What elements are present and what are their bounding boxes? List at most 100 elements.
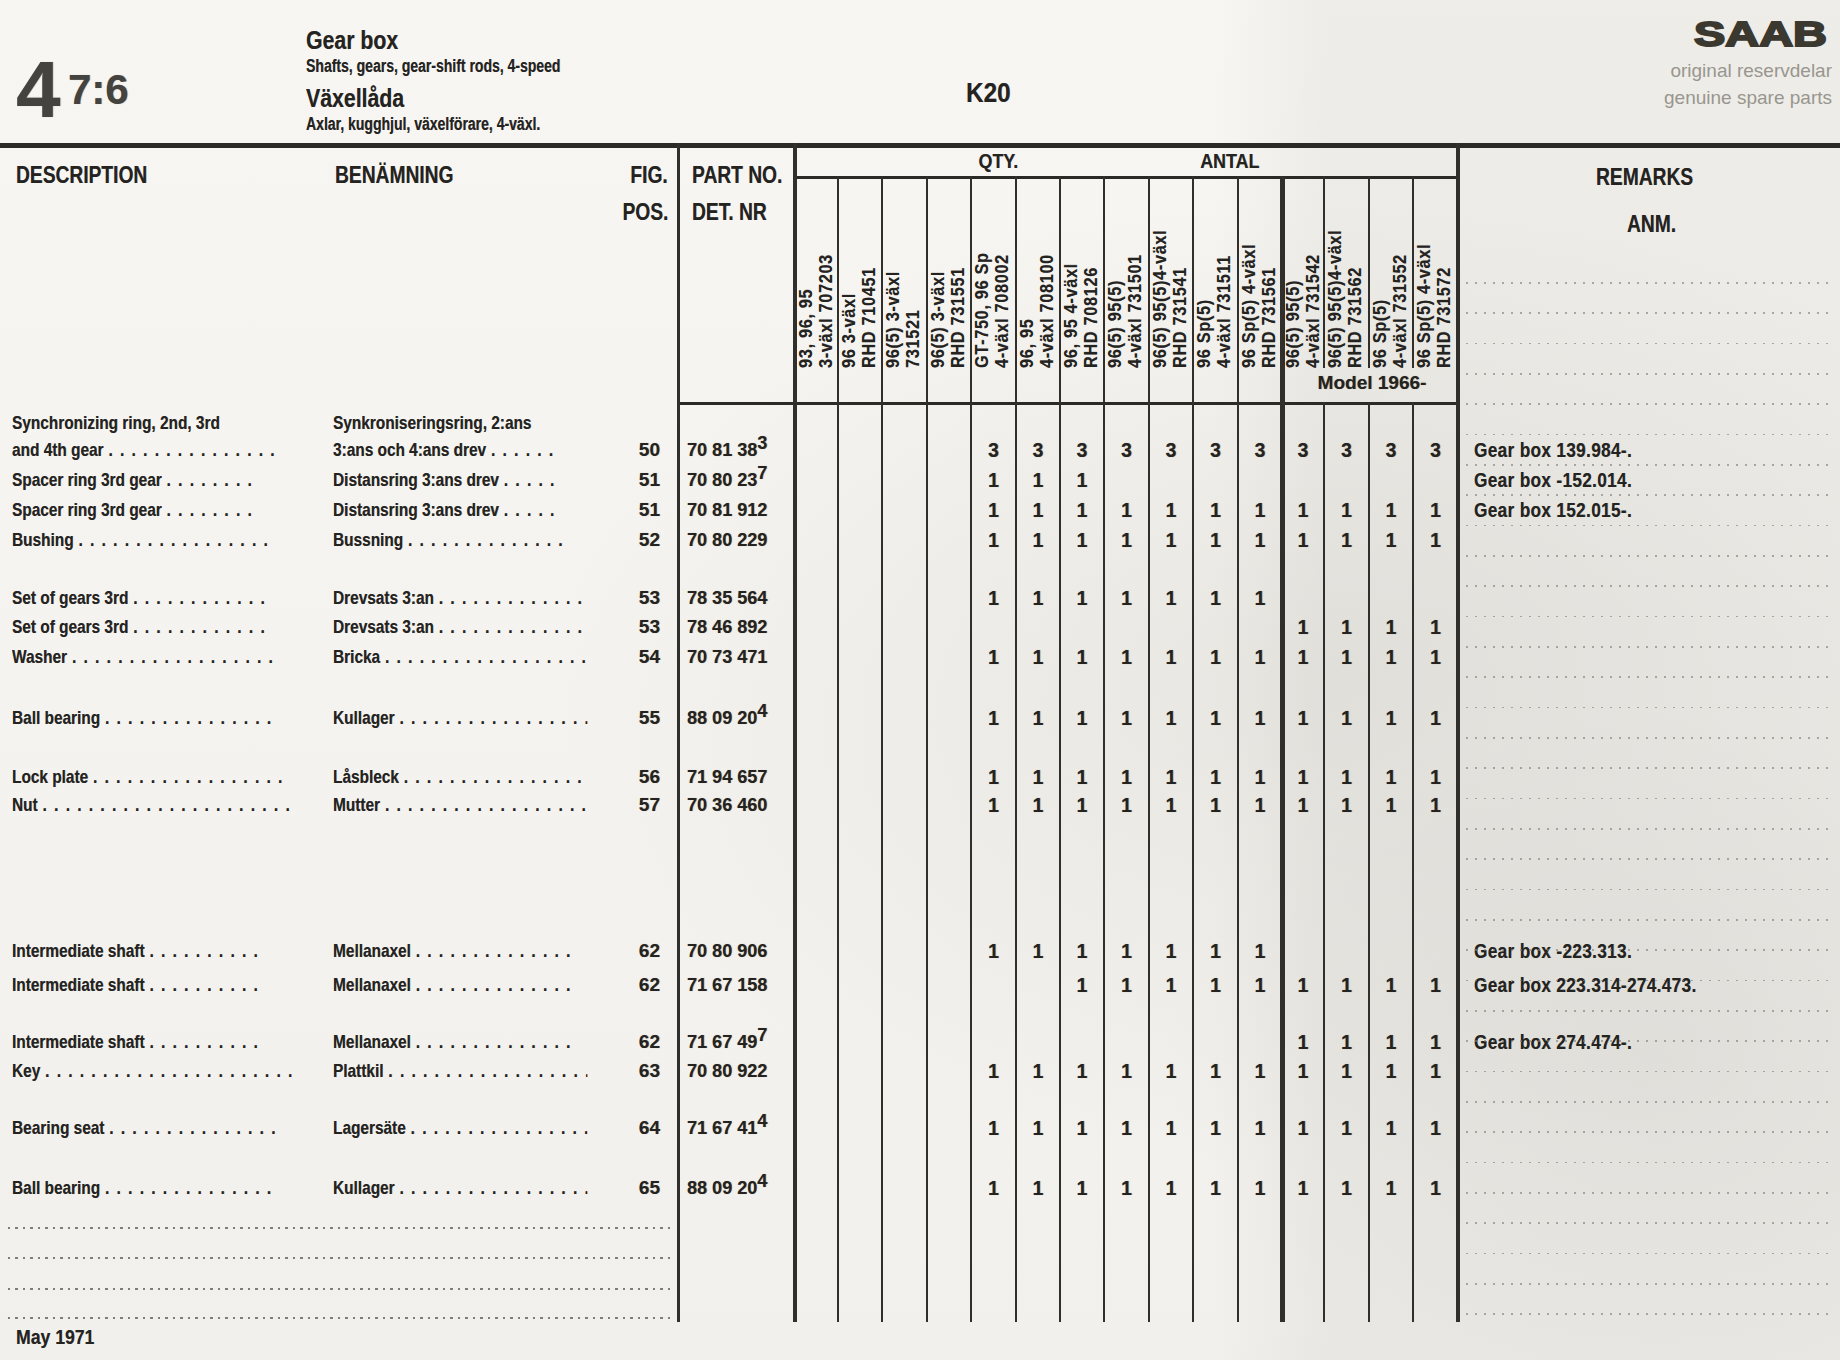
qty-cell: 1: [1421, 707, 1451, 729]
qty-cell: 1: [979, 766, 1009, 788]
qty-cell: 1: [1156, 587, 1186, 609]
brand-tagline-sv: original reservdelar: [1670, 60, 1832, 82]
qty-cell: 1: [1201, 974, 1231, 996]
remarks-rule: [1466, 1222, 1834, 1224]
qty-cell: 1: [1023, 940, 1053, 962]
column-header-benamning: BENÄMNING: [335, 161, 453, 189]
qty-cell: 1: [1421, 1031, 1451, 1053]
remarks-rule: [1466, 646, 1834, 648]
row-description-en: Intermediate shaft..........: [12, 974, 297, 996]
qty-cell: 1: [1201, 1060, 1231, 1082]
remarks-rule: [1466, 494, 1834, 496]
qty-cell: 1: [1023, 1177, 1053, 1199]
remarks-rule: [1466, 1040, 1834, 1042]
description-en-text: Ball bearing: [12, 1177, 100, 1198]
table-row: Ball bearing...............Kullager.....…: [0, 707, 1840, 729]
qty-cell: 1: [1156, 1177, 1186, 1199]
qty-cell: 1: [979, 587, 1009, 609]
qty-cell: 1: [1023, 794, 1053, 816]
part-number: 70 81 38: [687, 439, 757, 460]
qty-cell: 1: [1067, 469, 1097, 491]
leader-dots: ...................: [385, 794, 587, 815]
row-description-en: and 4th gear...............: [12, 439, 297, 461]
part-number-suffix: 3: [757, 432, 767, 453]
variant-column-header: 96, 95 4-växlRHD 708126: [1060, 178, 1104, 368]
variant-label-line2: RHD 731551: [949, 197, 969, 368]
variant-column-header: GT-750, 96 Sp4-växl 708002: [971, 178, 1016, 368]
qty-cell: 1: [1245, 940, 1275, 962]
remarks-rule: [1466, 555, 1834, 557]
qty-cell: 1: [1245, 1177, 1275, 1199]
row-part-no: 88 09 204: [687, 1177, 793, 1199]
variant-label-line2: RHD 708126: [1082, 197, 1102, 368]
qty-cell: 1: [1288, 529, 1318, 551]
qty-cell: 1: [1245, 766, 1275, 788]
variant-column-header: 96 Sp(5)4-växl 731511: [1193, 178, 1238, 368]
leader-dots: ..................: [399, 707, 587, 728]
qty-cell: 1: [1023, 499, 1053, 521]
model-note: Model 1966-: [1288, 372, 1456, 394]
part-number-suffix: 4: [757, 1170, 767, 1191]
variant-label-line2: 4-växl 731511: [1215, 197, 1235, 368]
qty-cell: 1: [979, 499, 1009, 521]
variant-column-header: 96(5) 95(5)4-växlRHD 731541: [1149, 178, 1193, 368]
description-sv-text: Mellanaxel: [333, 940, 411, 961]
qty-cell: 1: [1421, 974, 1451, 996]
variant-column-label: 96, 95 4-växlRHD 708126: [1062, 197, 1106, 368]
leader-dots: .......................: [43, 794, 298, 815]
row-part-no: 88 09 204: [687, 707, 793, 729]
qty-cell: 1: [1288, 616, 1318, 638]
description-sv-text: Synkroniseringsring, 2:ans: [333, 412, 531, 433]
description-sv-text: Kullager: [333, 707, 395, 728]
column-header-part-no: PART NO.: [692, 161, 782, 189]
qty-cell: 1: [1156, 529, 1186, 551]
qty-cell: 1: [1332, 1060, 1362, 1082]
leader-dots: ..............: [416, 1031, 578, 1052]
variant-column-label: 96(5) 95(5)4-växl 731501: [1106, 197, 1151, 368]
qty-cell: 1: [1245, 974, 1275, 996]
variant-column-label: 96 Sp(5)4-växl 731552: [1371, 197, 1415, 368]
description-sv-text: Mellanaxel: [333, 974, 411, 995]
description-sv-text: Mutter: [333, 794, 380, 815]
qty-cell: 1: [979, 707, 1009, 729]
qty-cell: 1: [1288, 974, 1318, 996]
qty-cell: 1: [979, 1060, 1009, 1082]
leader-dots: .................: [78, 529, 275, 550]
row-fig-pos: 52: [600, 529, 660, 551]
qty-cell: 1: [1067, 940, 1097, 962]
variant-label-line1: 96 Sp(5): [1371, 197, 1391, 368]
row-fig-pos: 62: [600, 940, 660, 962]
qty-cell: 1: [1332, 616, 1362, 638]
qty-cell: 1: [1288, 1117, 1318, 1139]
qty-cell: 3: [1421, 439, 1451, 461]
qty-cell: 1: [1245, 499, 1275, 521]
qty-cell: 1: [1201, 646, 1231, 668]
description-en-text: Set of gears 3rd: [12, 587, 128, 608]
model-code: K20: [966, 78, 1011, 109]
row-fig-pos: 50: [600, 439, 660, 461]
title-en: Gear box: [306, 26, 398, 55]
subtitle-sv: Axlar, kugghjul, växelförare, 4-växl.: [306, 114, 540, 135]
table-row: Intermediate shaft.......... Mellanaxel..…: [0, 974, 1840, 996]
qty-cell: 1: [1067, 1177, 1097, 1199]
variant-column-header: 93, 96, 953-växl 707203: [795, 178, 838, 368]
qty-cell: 1: [1421, 616, 1451, 638]
qty-cell: 3: [1067, 439, 1097, 461]
qty-cell: 1: [1067, 766, 1097, 788]
remarks-rule: [1466, 403, 1834, 405]
leader-dots: ..............: [416, 974, 578, 995]
row-description-sv: Plattkil..................: [333, 1060, 587, 1082]
variant-label-line1: 96(5) 3-växl: [929, 197, 949, 368]
description-rule: [8, 1317, 674, 1319]
description-sv-text: Drevsats 3:an: [333, 587, 434, 608]
variant-label-line2: RHD 731541: [1171, 197, 1191, 368]
variant-label-line1: 96 Sp(5) 4-växl: [1415, 197, 1435, 368]
variant-label-line2: 4-växl 708002: [993, 197, 1013, 368]
column-header-description: DESCRIPTION: [16, 161, 147, 189]
row-fig-pos: 62: [600, 974, 660, 996]
leader-dots: ......................: [45, 1060, 297, 1081]
qty-cell: 1: [1245, 646, 1275, 668]
row-description-en: Lock plate.................: [12, 766, 297, 788]
qty-cell: 1: [1201, 940, 1231, 962]
variant-label-line1: 96(5) 95(5): [1284, 197, 1304, 368]
